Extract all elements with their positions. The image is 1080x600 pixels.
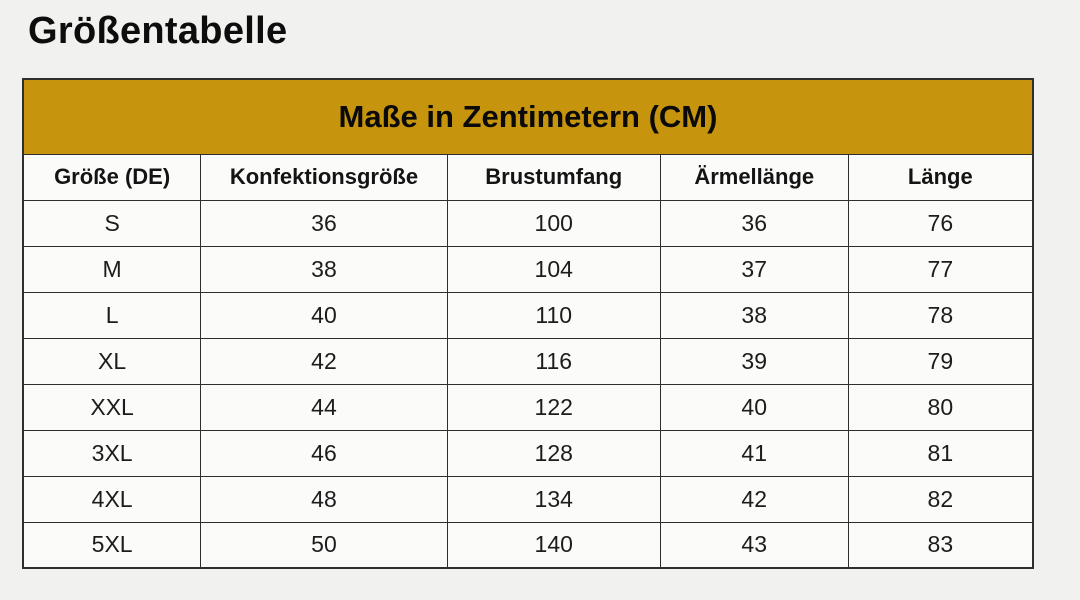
column-header: Länge [847,153,1034,201]
table-cell: 128 [446,429,661,477]
table-cell: 41 [659,429,849,477]
table-cell: 38 [659,291,849,339]
table-cell: 104 [446,245,661,293]
size-chart-table: Maße in Zentimetern (CM) Größe (DE) Konfe… [22,78,1034,569]
table-cell: 43 [659,521,849,569]
table-row: XL 42 116 39 79 [22,337,1034,385]
table-cell: 134 [446,475,661,523]
table-cell: 83 [847,521,1034,569]
column-header: Ärmellänge [659,153,849,201]
page-title: Größentabelle [28,10,288,52]
table-cell: 39 [659,337,849,385]
table-cell: 140 [446,521,661,569]
column-header: Konfektionsgröße [200,153,448,201]
table-cell: 79 [847,337,1034,385]
table-cell: 82 [847,475,1034,523]
column-header-row: Größe (DE) Konfektionsgröße Brustumfang Ärm… [22,153,1034,201]
table-cell: 42 [200,337,448,385]
table-body: S 36 100 36 76 M 38 104 37 77 L 40 110 38 78 XL 42 116 39 7… [22,199,1034,569]
column-header: Brustumfang [446,153,661,201]
size-cell: M [22,245,202,293]
table-cell: 36 [200,199,448,247]
size-cell: L [22,291,202,339]
size-cell: 3XL [22,429,202,477]
column-header: Größe (DE) [22,153,202,201]
table-cell: 50 [200,521,448,569]
table-cell: 46 [200,429,448,477]
table-cell: 37 [659,245,849,293]
table-cell: 36 [659,199,849,247]
size-cell: 5XL [22,521,202,569]
table-cell: 78 [847,291,1034,339]
table-cell: 42 [659,475,849,523]
table-cell: 100 [446,199,661,247]
table-cell: 40 [659,383,849,431]
table-cell: 44 [200,383,448,431]
banner-row: Maße in Zentimetern (CM) [22,78,1034,155]
table-cell: 40 [200,291,448,339]
size-cell: 4XL [22,475,202,523]
table-row: XXL 44 122 40 80 [22,383,1034,431]
table-cell: 77 [847,245,1034,293]
table-row: M 38 104 37 77 [22,245,1034,293]
table-row: 3XL 46 128 41 81 [22,429,1034,477]
table-row: L 40 110 38 78 [22,291,1034,339]
table-cell: 48 [200,475,448,523]
table-banner: Maße in Zentimetern (CM) [22,78,1034,155]
table-cell: 116 [446,337,661,385]
table-cell: 80 [847,383,1034,431]
size-cell: XL [22,337,202,385]
size-cell: S [22,199,202,247]
table-cell: 110 [446,291,661,339]
table-row: S 36 100 36 76 [22,199,1034,247]
table-cell: 122 [446,383,661,431]
table-cell: 76 [847,199,1034,247]
table-cell: 81 [847,429,1034,477]
table-cell: 38 [200,245,448,293]
size-cell: XXL [22,383,202,431]
table-row: 4XL 48 134 42 82 [22,475,1034,523]
table-row: 5XL 50 140 43 83 [22,521,1034,569]
